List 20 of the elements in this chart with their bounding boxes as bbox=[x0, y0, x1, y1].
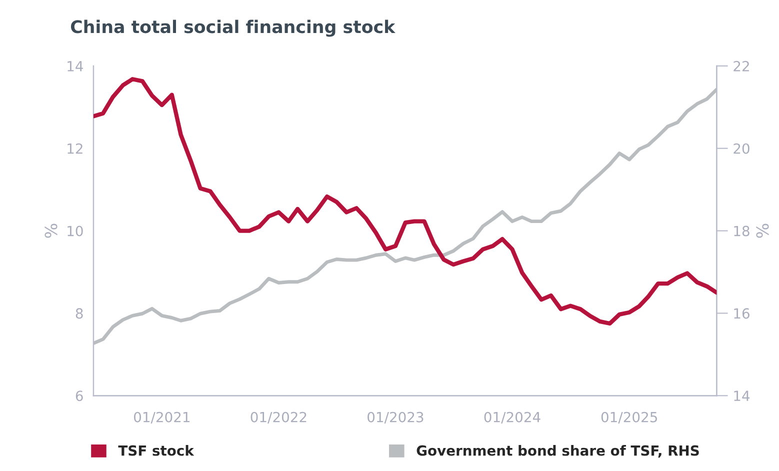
y2-tick-label: 18 bbox=[734, 226, 750, 236]
y2-tick-label: 16 bbox=[734, 308, 750, 319]
x-tick-label: 01/2022 bbox=[250, 412, 306, 424]
y2-axis-title: % bbox=[756, 224, 769, 238]
y-tick-label: 10 bbox=[68, 226, 83, 236]
y-tick-label: 6 bbox=[76, 390, 83, 402]
y-tick-label: 12 bbox=[68, 143, 82, 154]
x-tick-label: 01/2024 bbox=[484, 412, 540, 424]
x-tick-label: 01/2023 bbox=[368, 412, 424, 424]
legend-label: TSF stock bbox=[118, 445, 194, 456]
x-tick-label: 01/2025 bbox=[601, 412, 657, 424]
y2-tick-label: 14 bbox=[734, 390, 750, 401]
y2-tick-label: 22 bbox=[734, 60, 749, 72]
y2-tick-label: 20 bbox=[734, 143, 750, 154]
y-tick-label: 14 bbox=[68, 61, 83, 72]
x-tick-label: 01/2021 bbox=[134, 412, 190, 424]
chart-title: China total social financing stock bbox=[70, 20, 396, 37]
legend-label: Government bond share of TSF, RHS bbox=[416, 445, 699, 458]
y-tick-label: 8 bbox=[76, 308, 83, 319]
y-axis-title: % bbox=[44, 224, 58, 238]
